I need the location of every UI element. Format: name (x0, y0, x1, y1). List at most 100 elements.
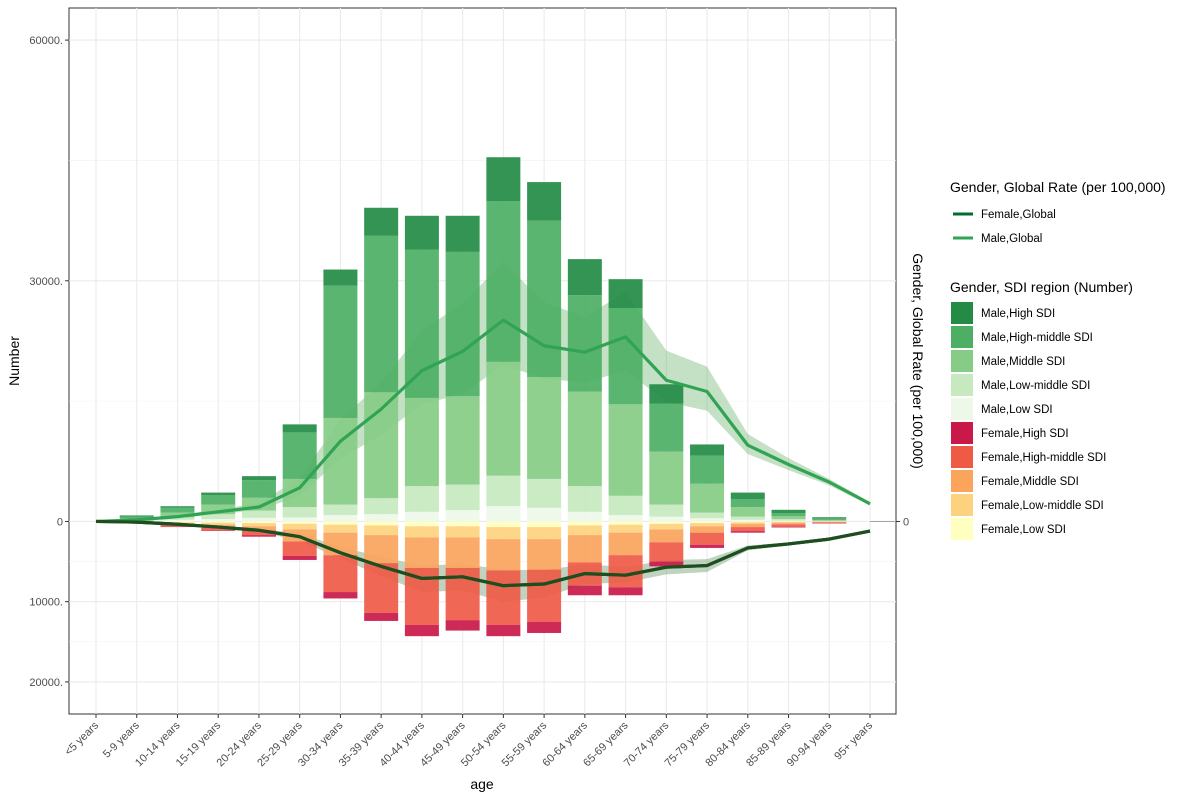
rate-lines (95, 318, 896, 588)
bar-male-middle-sdi-12 (567, 391, 602, 487)
bar-female-high-middle-sdi-7 (364, 563, 399, 613)
legend-rate-items: Female,Global Male,Global (953, 209, 1056, 245)
bar-male-high-sdi-8 (404, 215, 439, 250)
bar-male-high-sdi-1 (119, 515, 154, 517)
bar-male-middle-sdi-17 (771, 516, 806, 520)
bar-female-low-middle-sdi-16 (730, 522, 765, 524)
bar-male-low-sdi-16 (730, 519, 765, 522)
right-axis: 0 (896, 516, 909, 528)
bar-male-high-middle-sdi-6 (323, 285, 358, 418)
bar-male-high-middle-sdi-18 (812, 518, 847, 521)
x-tick-label-19: 95+ years (832, 719, 875, 762)
right-tick-label-0: 0 (903, 516, 909, 528)
bar-female-high-sdi-15 (690, 544, 725, 548)
bar-male-high-sdi-15 (690, 444, 725, 456)
legend-rate-label-1: Male,Global (981, 233, 1042, 245)
x-tick-label-1: 5-9 years (101, 719, 142, 760)
legend-rate-title: Gender, Global Rate (per 100,000) (950, 179, 1166, 195)
bar-male-high-sdi-11 (527, 182, 562, 221)
bar-male-middle-sdi-18 (812, 520, 847, 521)
legend-number-label-1: Male,High-middle SDI (981, 332, 1093, 344)
bar-male-low-middle-sdi-5 (282, 507, 317, 518)
bar-female-high-sdi-12 (567, 585, 602, 596)
legend-number-swatch-3 (951, 374, 973, 396)
bar-female-high-sdi-8 (404, 624, 439, 637)
bar-female-high-sdi-5 (282, 555, 317, 560)
bar-male-middle-sdi-10 (486, 361, 521, 476)
band-male-global (96, 262, 870, 522)
bar-female-low-sdi-4 (241, 521, 276, 524)
bar-male-middle-sdi-15 (690, 483, 725, 513)
legend-number: Gender, SDI region (Number) Male,High SD… (950, 279, 1133, 540)
legend-number-label-9: Female,Low SDI (981, 524, 1066, 536)
bar-male-high-sdi-10 (486, 157, 521, 202)
bar-female-low-middle-sdi-11 (527, 527, 562, 540)
bar-female-high-middle-sdi-2 (160, 525, 195, 527)
bar-female-low-sdi-11 (527, 521, 562, 528)
bar-male-high-middle-sdi-13 (608, 308, 643, 405)
bars (119, 157, 847, 637)
bar-male-high-middle-sdi-10 (486, 201, 521, 362)
legend-number-swatch-1 (951, 326, 973, 348)
bar-female-low-sdi-16 (730, 521, 765, 523)
bar-female-low-sdi-9 (445, 521, 480, 527)
bar-female-low-sdi-12 (567, 521, 602, 526)
bar-female-middle-sdi-16 (730, 523, 765, 528)
bar-male-low-middle-sdi-12 (567, 486, 602, 512)
legend-number-label-2: Male,Middle SDI (981, 356, 1065, 368)
bar-male-low-sdi-12 (567, 511, 602, 522)
bar-male-low-sdi-7 (364, 514, 399, 522)
bar-male-high-sdi-3 (201, 492, 236, 495)
bar-female-low-middle-sdi-17 (771, 521, 806, 523)
bar-male-low-sdi-3 (201, 519, 236, 522)
bar-female-middle-sdi-7 (364, 535, 399, 564)
bar-male-high-sdi-7 (364, 207, 399, 236)
bar-male-high-sdi-12 (567, 259, 602, 296)
bar-male-high-middle-sdi-3 (201, 494, 236, 505)
bar-female-middle-sdi-8 (404, 537, 439, 568)
bar-male-low-sdi-15 (690, 518, 725, 522)
legend-number-swatch-6 (951, 446, 973, 468)
bar-male-middle-sdi-14 (649, 451, 684, 505)
bar-male-low-middle-sdi-6 (323, 504, 358, 516)
bar-female-low-middle-sdi-6 (323, 524, 358, 533)
line-female-global-dark (95, 519, 871, 588)
bar-male-high-sdi-13 (608, 279, 643, 309)
bar-female-low-sdi-2 (160, 521, 195, 523)
legend-rate: Gender, Global Rate (per 100,000) Female… (950, 179, 1166, 245)
bar-male-low-middle-sdi-9 (445, 484, 480, 511)
legend-number-swatch-2 (951, 350, 973, 372)
bar-female-middle-sdi-14 (649, 529, 684, 543)
bar-female-low-middle-sdi-14 (649, 523, 684, 530)
legend-number-swatch-7 (951, 470, 973, 492)
bar-male-high-middle-sdi-16 (730, 498, 765, 508)
bar-female-middle-sdi-15 (690, 526, 725, 533)
legend-number-label-6: Female,High-middle SDI (981, 452, 1106, 464)
bar-male-high-middle-sdi-15 (690, 455, 725, 484)
bar-male-low-sdi-9 (445, 510, 480, 522)
bar-female-high-sdi-14 (649, 561, 684, 567)
legend-number-swatch-9 (951, 518, 973, 540)
bar-male-low-sdi-6 (323, 515, 358, 522)
bar-male-high-middle-sdi-17 (771, 513, 806, 517)
bar-male-low-sdi-13 (608, 515, 643, 522)
bar-male-low-middle-sdi-4 (241, 510, 276, 518)
bar-female-low-sdi-6 (323, 521, 358, 525)
bar-female-low-sdi-5 (282, 521, 317, 524)
bar-male-high-sdi-18 (812, 517, 847, 519)
bar-male-low-sdi-10 (486, 506, 521, 522)
line-male-global (95, 318, 871, 524)
bar-female-high-sdi-17 (771, 526, 806, 528)
bar-male-high-sdi-9 (445, 215, 480, 252)
legend-number-swatch-8 (951, 494, 973, 516)
bar-female-high-middle-sdi-14 (649, 542, 684, 562)
bar-male-high-middle-sdi-4 (241, 480, 276, 498)
bar-female-high-sdi-11 (527, 621, 562, 633)
plot-panel (68, 7, 897, 715)
legend-number-swatch-4 (951, 398, 973, 420)
legend-number-label-5: Female,High SDI (981, 428, 1069, 440)
bar-male-low-middle-sdi-13 (608, 495, 643, 516)
bar-male-low-sdi-2 (160, 519, 195, 522)
bar-female-low-middle-sdi-4 (241, 523, 276, 527)
legend-number-swatch-5 (951, 422, 973, 444)
